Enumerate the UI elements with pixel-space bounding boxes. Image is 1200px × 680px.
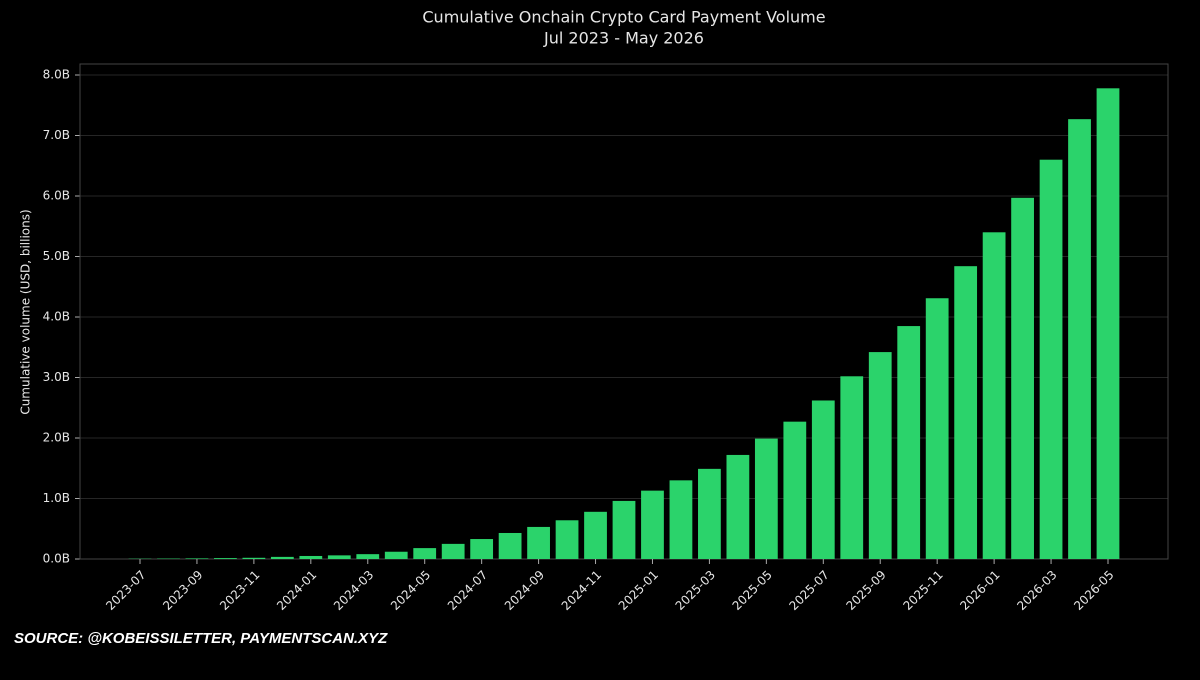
bar: [470, 539, 494, 559]
bar: [982, 232, 1006, 560]
bar: [925, 298, 949, 559]
bar: [811, 400, 835, 559]
bar: [527, 526, 550, 559]
bar: [413, 548, 437, 559]
y-tick-label: 7.0B: [43, 128, 70, 142]
bar: [185, 558, 209, 559]
bar: [1039, 159, 1063, 559]
y-tick-label: 8.0B: [43, 68, 70, 82]
y-tick-label: 6.0B: [43, 189, 70, 203]
bar: [498, 532, 522, 559]
y-tick-label: 3.0B: [43, 370, 70, 384]
bar: [214, 558, 237, 559]
chart-subtitle: Jul 2023 - May 2026: [543, 29, 704, 48]
bar: [612, 500, 636, 559]
chart-title: Cumulative Onchain Crypto Card Payment V…: [422, 8, 825, 27]
bar: [754, 438, 778, 559]
bar: [555, 520, 579, 559]
bar: [1068, 119, 1091, 559]
bar: [441, 543, 465, 559]
bar: [1011, 197, 1034, 559]
bar: [897, 326, 921, 559]
bar: [868, 352, 892, 559]
bar: [1096, 88, 1120, 559]
y-tick-label: 1.0B: [43, 491, 70, 505]
bar: [954, 266, 978, 559]
bar: [584, 511, 607, 559]
bar: [270, 556, 294, 559]
y-tick-label: 2.0B: [43, 431, 70, 445]
bar: [327, 555, 351, 559]
bar: [783, 421, 807, 559]
bar: [299, 555, 323, 559]
bar: [726, 454, 750, 559]
bar: [384, 551, 408, 559]
bar: [242, 557, 266, 559]
y-tick-label: 5.0B: [43, 249, 70, 263]
y-tick-label: 4.0B: [43, 310, 70, 324]
source-note: SOURCE: @KOBEISSILETTER, PAYMENTSCAN.XYZ: [14, 630, 388, 647]
bar: [840, 376, 864, 559]
bar: [641, 490, 664, 559]
bar: [698, 468, 721, 559]
y-tick-label: 0.0B: [43, 552, 70, 566]
bar: [669, 480, 693, 559]
y-axis-label: Cumulative volume (USD, billions): [19, 209, 33, 414]
bar: [356, 554, 380, 559]
